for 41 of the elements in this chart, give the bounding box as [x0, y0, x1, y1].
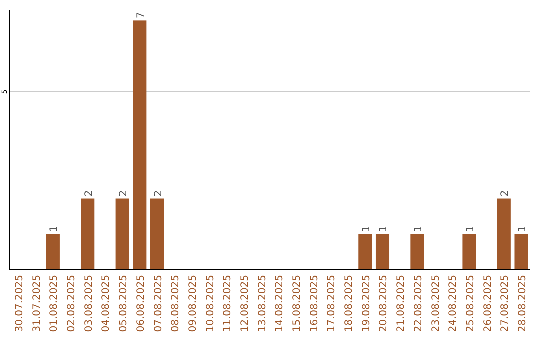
data-label: 7 — [136, 12, 147, 19]
x-tick-label: 05.08.2025 — [118, 275, 130, 332]
data-label: 2 — [153, 190, 164, 197]
x-tick-label: 25.08.2025 — [465, 275, 476, 332]
data-label: 1 — [361, 226, 372, 232]
x-tick-label: 22.08.2025 — [413, 275, 424, 332]
x-tick-label: 24.08.2025 — [448, 275, 460, 332]
x-tick-label: 09.08.2025 — [188, 275, 199, 332]
data-label: 1 — [518, 226, 528, 232]
x-tick-label: 04.08.2025 — [101, 275, 112, 332]
x-tick-label: 02.08.2025 — [66, 275, 78, 332]
x-tick-label: 28.08.2025 — [518, 275, 528, 332]
x-tick-label: 20.08.2025 — [378, 275, 390, 332]
data-label: 2 — [500, 190, 512, 197]
data-label: 2 — [84, 190, 95, 197]
data-label: 1 — [378, 226, 390, 232]
x-tick-label: 27.08.2025 — [500, 275, 512, 332]
x-tick-label: 07.08.2025 — [153, 275, 164, 332]
data-label: 1 — [49, 226, 60, 232]
x-tick-label: 11.08.2025 — [222, 275, 234, 332]
x-tick-label: 31.07.2025 — [32, 275, 43, 332]
x-tick-label: 14.08.2025 — [274, 275, 286, 332]
x-tick-label: 13.08.2025 — [257, 275, 268, 332]
x-tick-label: 16.08.2025 — [309, 275, 320, 332]
x-tick-label: 21.08.2025 — [396, 275, 408, 332]
data-label: 2 — [118, 190, 130, 197]
x-tick-label: 30.07.2025 — [14, 275, 26, 332]
x-tick-label: 12.08.2025 — [240, 275, 251, 332]
x-tick-label: 15.08.2025 — [292, 275, 304, 332]
data-label: 1 — [413, 226, 424, 232]
x-tick-label: 10.08.2025 — [205, 275, 216, 332]
x-tick-label: 18.08.2025 — [344, 275, 356, 332]
x-tick-label: 17.08.2025 — [326, 275, 338, 332]
x-tick-label: 01.08.2025 — [49, 275, 60, 332]
x-tick-label: 06.08.2025 — [136, 275, 147, 332]
data-label: 1 — [465, 226, 476, 232]
x-tick-label: 26.08.2025 — [482, 275, 494, 332]
x-tick-label: 03.08.2025 — [84, 275, 95, 332]
x-tick-label: 08.08.2025 — [170, 275, 182, 332]
x-tick-label: 23.08.2025 — [430, 275, 442, 332]
x-tick-label: 19.08.2025 — [361, 275, 372, 332]
